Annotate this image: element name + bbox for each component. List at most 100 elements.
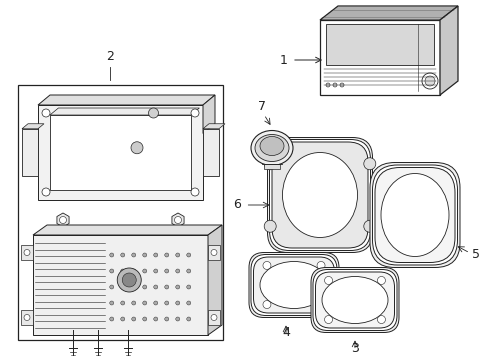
Bar xyxy=(325,24,433,65)
Circle shape xyxy=(186,253,190,257)
Circle shape xyxy=(424,76,434,86)
Polygon shape xyxy=(57,213,69,227)
Circle shape xyxy=(131,269,136,273)
Circle shape xyxy=(164,317,168,321)
Circle shape xyxy=(153,301,158,305)
Polygon shape xyxy=(439,6,457,95)
Circle shape xyxy=(121,285,124,289)
Circle shape xyxy=(363,220,375,232)
Bar xyxy=(264,163,280,168)
Ellipse shape xyxy=(321,276,387,324)
Circle shape xyxy=(175,269,180,273)
Circle shape xyxy=(153,253,158,257)
Polygon shape xyxy=(207,225,222,335)
Bar xyxy=(203,129,219,176)
Circle shape xyxy=(121,253,124,257)
Circle shape xyxy=(363,158,375,170)
Circle shape xyxy=(109,317,114,321)
Circle shape xyxy=(148,108,158,118)
Circle shape xyxy=(24,315,30,320)
Circle shape xyxy=(131,142,142,154)
FancyBboxPatch shape xyxy=(269,139,370,251)
Circle shape xyxy=(142,269,146,273)
FancyBboxPatch shape xyxy=(267,138,372,252)
Circle shape xyxy=(60,216,66,224)
Circle shape xyxy=(109,253,114,257)
Circle shape xyxy=(175,253,180,257)
Circle shape xyxy=(153,269,158,273)
FancyBboxPatch shape xyxy=(372,165,457,265)
Circle shape xyxy=(191,188,199,196)
Circle shape xyxy=(264,220,276,232)
Circle shape xyxy=(316,261,325,270)
FancyBboxPatch shape xyxy=(312,270,396,330)
Circle shape xyxy=(109,301,114,305)
Circle shape xyxy=(210,315,217,320)
Polygon shape xyxy=(22,124,44,129)
Circle shape xyxy=(142,285,146,289)
Circle shape xyxy=(175,301,180,305)
Circle shape xyxy=(109,269,114,273)
Circle shape xyxy=(324,276,332,284)
Polygon shape xyxy=(203,95,215,134)
Bar xyxy=(50,115,191,190)
Polygon shape xyxy=(50,108,199,115)
Circle shape xyxy=(109,285,114,289)
Circle shape xyxy=(121,301,124,305)
Circle shape xyxy=(142,253,146,257)
Circle shape xyxy=(174,216,181,224)
Circle shape xyxy=(377,315,385,324)
Bar xyxy=(18,85,223,340)
Bar xyxy=(38,105,203,200)
Circle shape xyxy=(186,301,190,305)
Circle shape xyxy=(131,285,136,289)
FancyBboxPatch shape xyxy=(315,272,394,328)
Polygon shape xyxy=(203,124,224,129)
Circle shape xyxy=(142,301,146,305)
Circle shape xyxy=(24,249,30,256)
Text: 2: 2 xyxy=(106,50,114,63)
Circle shape xyxy=(339,83,343,87)
Text: 7: 7 xyxy=(258,99,265,112)
Bar xyxy=(33,235,207,335)
Polygon shape xyxy=(172,213,183,227)
Circle shape xyxy=(186,269,190,273)
Ellipse shape xyxy=(260,261,327,309)
Circle shape xyxy=(142,317,146,321)
Circle shape xyxy=(263,261,270,270)
Circle shape xyxy=(210,249,217,256)
Circle shape xyxy=(186,317,190,321)
Circle shape xyxy=(175,317,180,321)
Circle shape xyxy=(42,109,50,117)
FancyBboxPatch shape xyxy=(250,255,336,315)
Text: 4: 4 xyxy=(282,327,289,339)
Text: 3: 3 xyxy=(350,342,358,355)
Circle shape xyxy=(324,315,332,324)
Polygon shape xyxy=(33,225,222,235)
Circle shape xyxy=(332,83,336,87)
FancyBboxPatch shape xyxy=(374,167,454,262)
Circle shape xyxy=(377,276,385,284)
FancyBboxPatch shape xyxy=(310,267,398,333)
Bar xyxy=(319,20,439,95)
Circle shape xyxy=(186,285,190,289)
Bar xyxy=(22,129,38,176)
Circle shape xyxy=(131,253,136,257)
Circle shape xyxy=(117,268,141,292)
Circle shape xyxy=(131,301,136,305)
Text: 5: 5 xyxy=(471,248,479,261)
FancyBboxPatch shape xyxy=(248,252,338,318)
FancyBboxPatch shape xyxy=(271,142,367,248)
Ellipse shape xyxy=(260,136,284,156)
Circle shape xyxy=(191,109,199,117)
Polygon shape xyxy=(319,6,457,20)
Ellipse shape xyxy=(254,135,288,162)
Polygon shape xyxy=(38,95,215,105)
Circle shape xyxy=(164,269,168,273)
FancyBboxPatch shape xyxy=(369,162,459,267)
Ellipse shape xyxy=(282,153,357,238)
Circle shape xyxy=(121,317,124,321)
Circle shape xyxy=(164,301,168,305)
Circle shape xyxy=(164,253,168,257)
Circle shape xyxy=(263,301,270,309)
